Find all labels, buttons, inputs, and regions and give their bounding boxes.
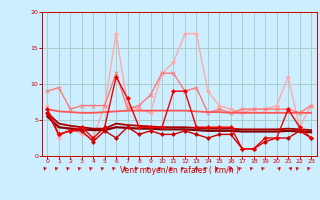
X-axis label: Vent moyen/en rafales ( km/h ): Vent moyen/en rafales ( km/h ) xyxy=(120,166,239,175)
